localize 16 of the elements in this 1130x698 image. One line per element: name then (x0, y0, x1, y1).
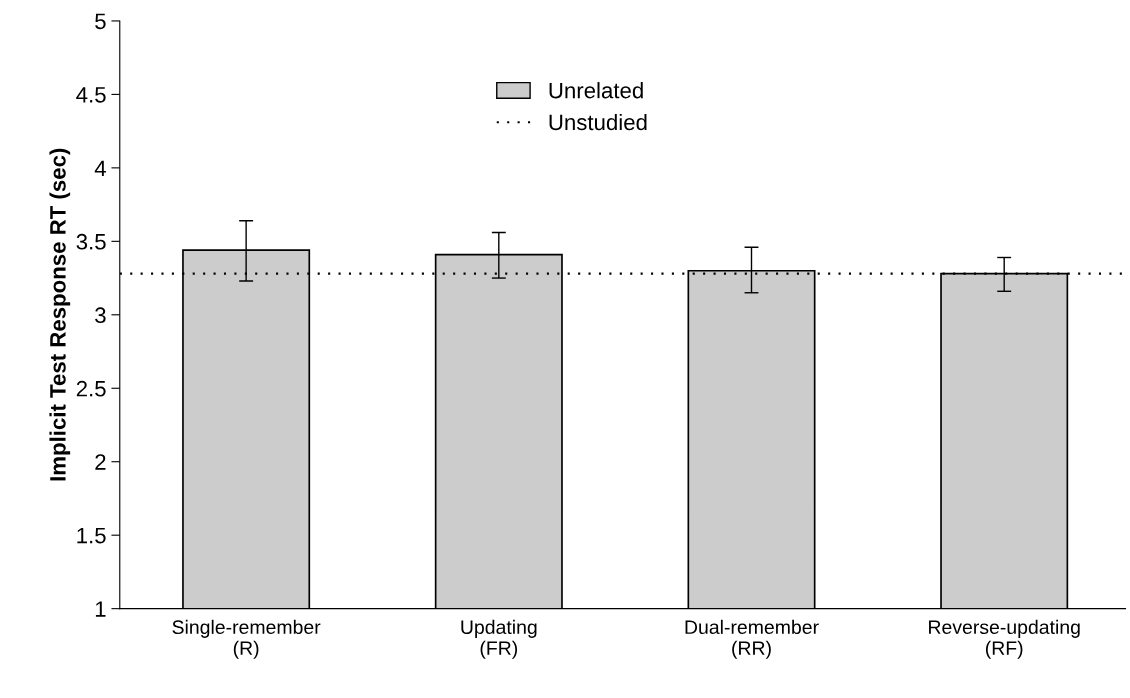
y-tick-label: 3 (95, 307, 106, 324)
y-tick-label: 3.5 (76, 233, 106, 250)
y-tick-label: 1 (95, 601, 106, 617)
legend-label: Unrelated (549, 82, 643, 99)
x-tick-label: Reverse-updating (RF) (929, 619, 1080, 659)
y-tick-label: 4.5 (76, 87, 106, 103)
y-tick-label: 2.5 (76, 380, 106, 397)
x-tick-label: Single-remember (R) (172, 619, 321, 659)
y-tick-label: 1.5 (77, 527, 106, 544)
x-tick-label: Updating (FR) (461, 619, 537, 659)
x-tick-label: Dual-remember (RR) (685, 619, 819, 659)
y-tick-label: 4 (94, 160, 106, 176)
legend-label: Unstudied (549, 113, 647, 131)
y-tick-label: 2 (95, 454, 106, 470)
y-axis-title: Implicit Test Response RT (sec) (49, 148, 71, 481)
y-tick-label: 5 (95, 13, 106, 30)
